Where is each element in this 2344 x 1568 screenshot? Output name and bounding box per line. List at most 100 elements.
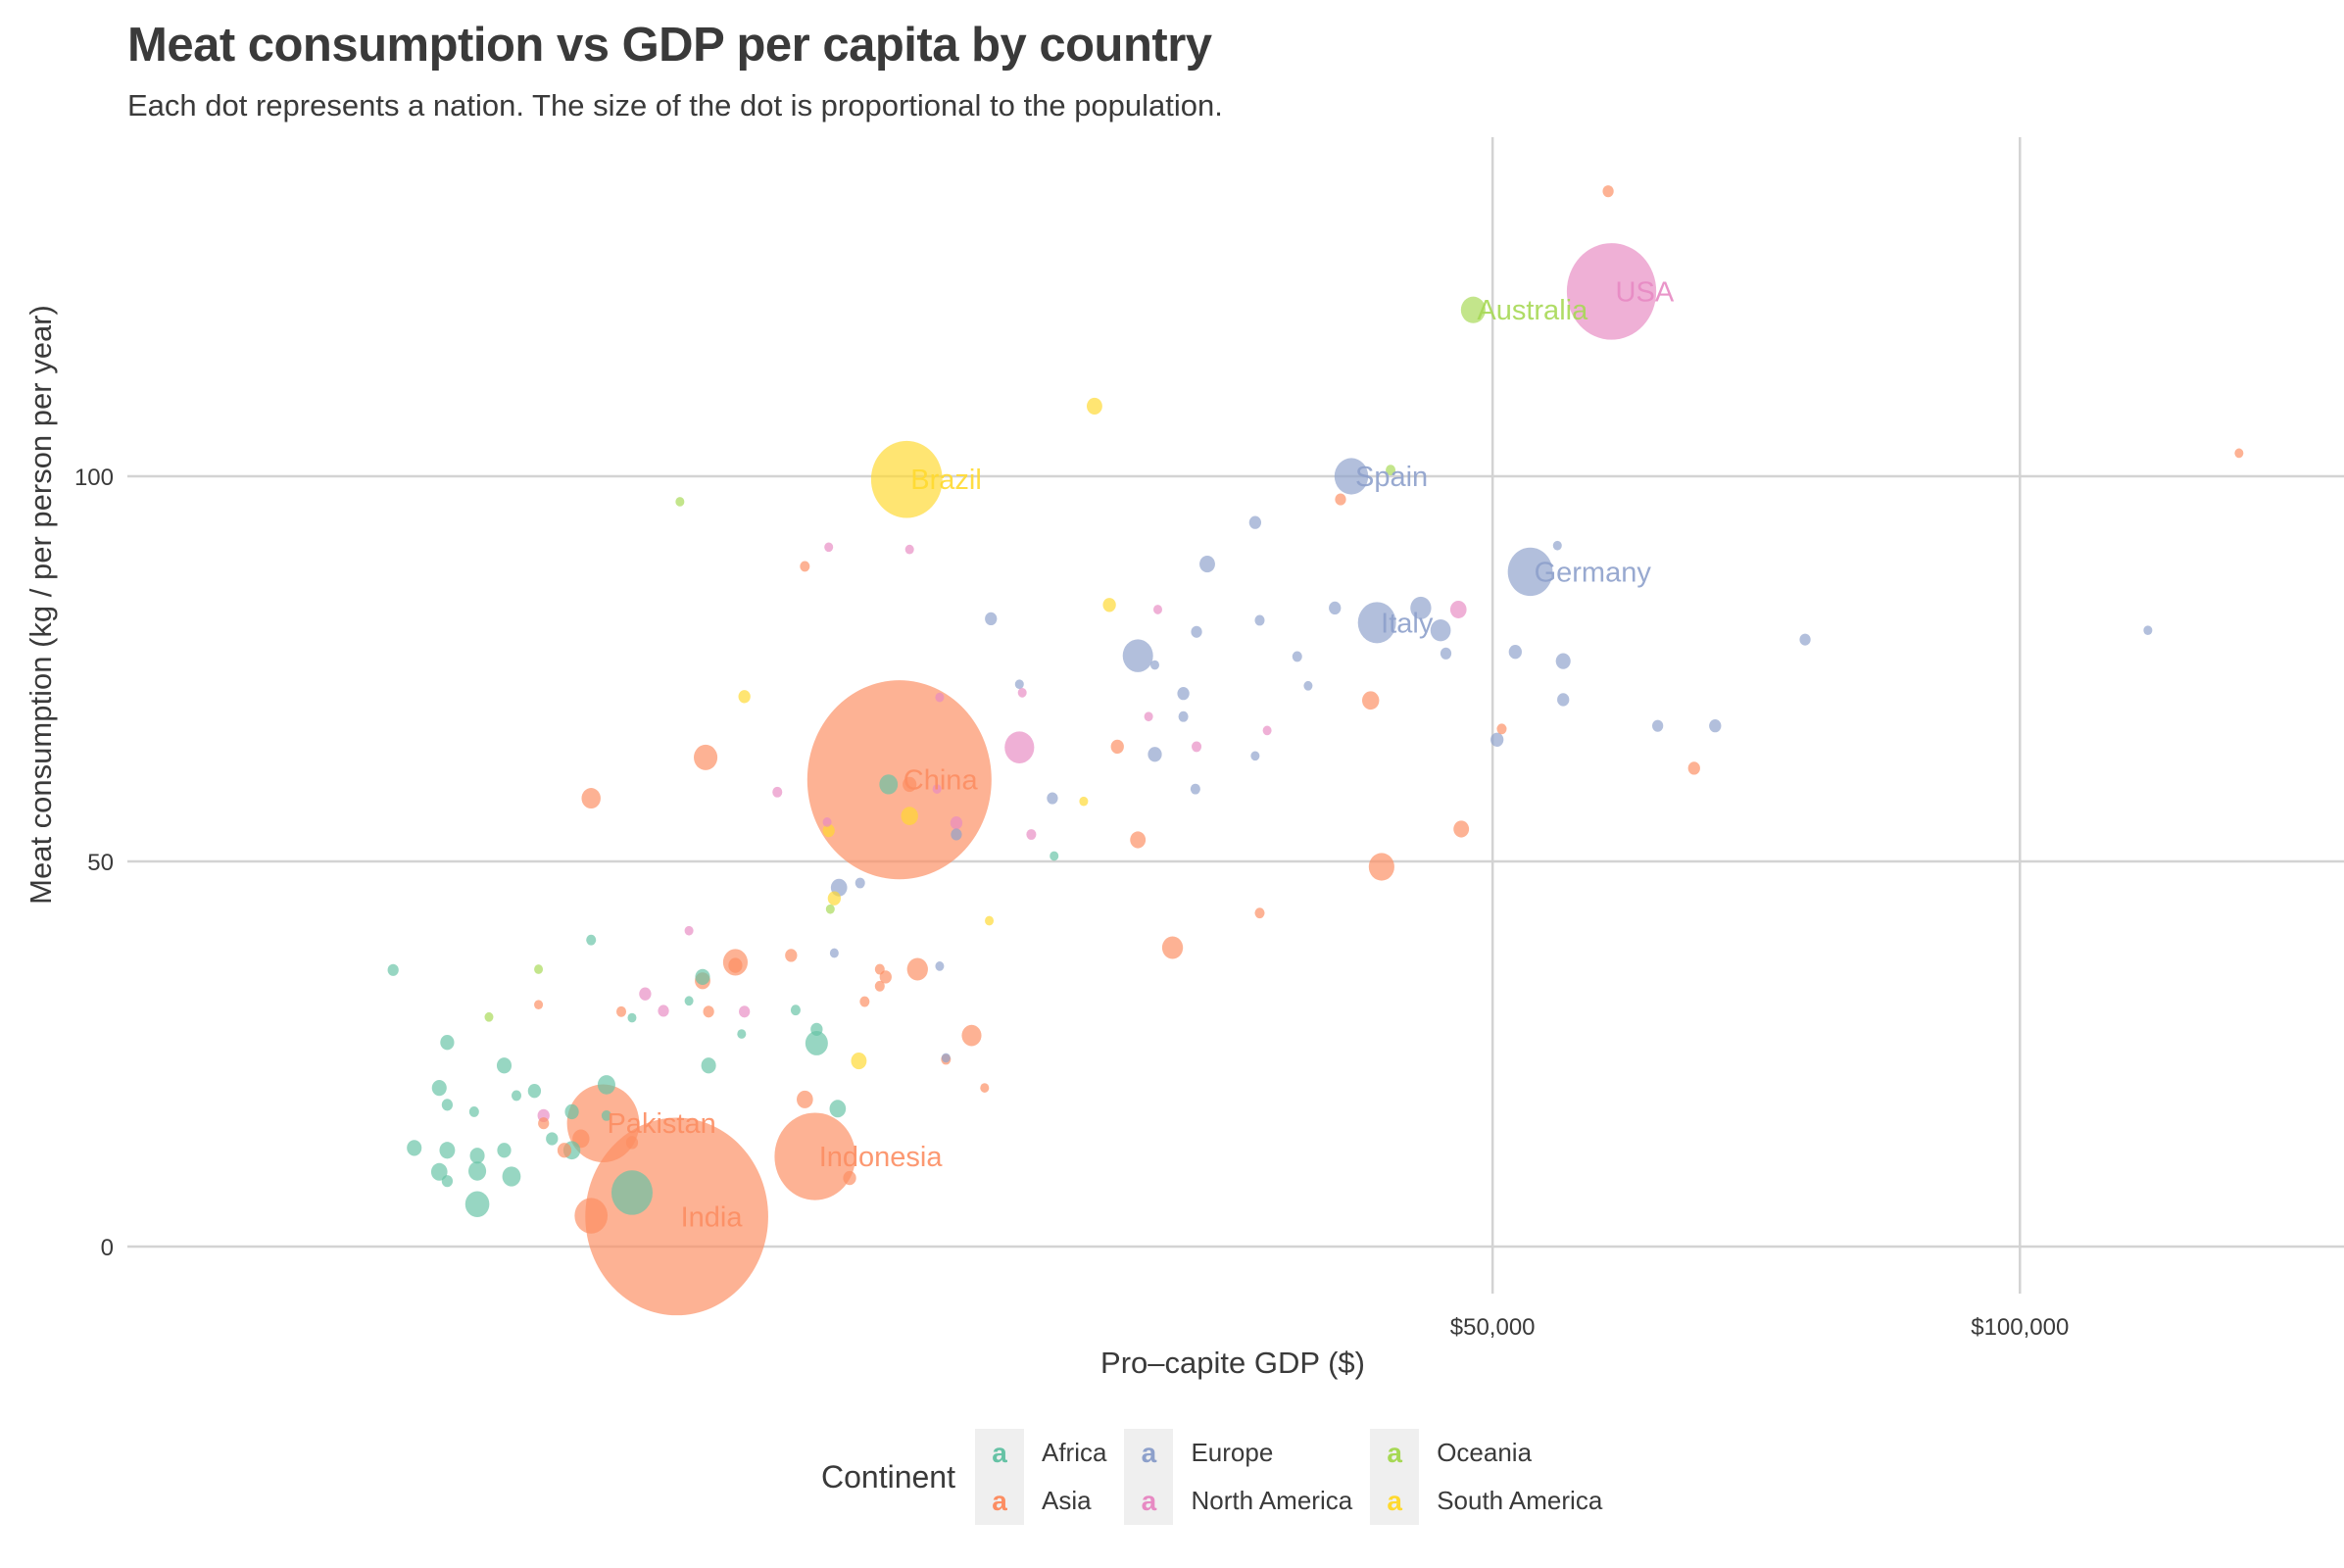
data-point bbox=[1430, 619, 1451, 642]
point-label: Pakistan bbox=[607, 1108, 715, 1140]
x-tick-label: $100,000 bbox=[1971, 1314, 2069, 1341]
data-point bbox=[2143, 625, 2153, 636]
gridlines bbox=[127, 137, 2344, 1294]
legend-key-glyph: a bbox=[1370, 1477, 1420, 1525]
data-point bbox=[1254, 614, 1265, 626]
data-point bbox=[1190, 783, 1200, 795]
point-label: Spain bbox=[1355, 462, 1428, 493]
data-point-spain bbox=[1334, 458, 1369, 495]
data-point bbox=[738, 690, 751, 704]
legend-item-oceania: a Oceania bbox=[1370, 1429, 1602, 1477]
data-point bbox=[703, 1005, 714, 1018]
legend-label: Europe bbox=[1191, 1438, 1274, 1467]
y-axis-title: Meat consumption (kg / per person per ye… bbox=[24, 305, 58, 905]
data-point bbox=[1329, 601, 1342, 615]
data-point bbox=[658, 1004, 669, 1017]
data-point bbox=[496, 1057, 513, 1074]
data-point bbox=[1602, 185, 1614, 198]
y-tick-label: 100 bbox=[74, 465, 114, 491]
legend-key-glyph: a bbox=[1124, 1477, 1174, 1525]
data-point bbox=[430, 1162, 448, 1181]
data-point bbox=[502, 1166, 521, 1187]
point-label: USA bbox=[1616, 276, 1675, 308]
data-point bbox=[625, 1136, 639, 1150]
point-label: Australia bbox=[1477, 295, 1588, 326]
data-point bbox=[511, 1090, 522, 1102]
data-point bbox=[950, 816, 963, 830]
data-point bbox=[581, 788, 601, 809]
legend-item-europe: a Europe bbox=[1124, 1429, 1352, 1477]
data-point bbox=[855, 877, 865, 889]
data-point bbox=[484, 1011, 494, 1022]
legend: Continent a Africa a Asia a Europe a North Amer… bbox=[821, 1429, 1620, 1525]
data-point bbox=[851, 1052, 867, 1070]
data-point bbox=[961, 1024, 982, 1047]
data-point bbox=[1557, 693, 1570, 707]
data-point bbox=[1130, 831, 1147, 849]
data-point bbox=[1086, 397, 1102, 416]
legend-item-asia: a Asia bbox=[974, 1477, 1106, 1525]
data-point bbox=[825, 904, 835, 914]
data-point bbox=[800, 561, 810, 572]
data-point bbox=[1652, 719, 1664, 732]
legend-key-glyph: a bbox=[974, 1477, 1024, 1525]
data-point bbox=[796, 1090, 813, 1108]
data-point bbox=[468, 1106, 479, 1117]
legend-label: North America bbox=[1191, 1486, 1353, 1515]
data-point bbox=[1248, 515, 1262, 529]
data-point bbox=[980, 1083, 990, 1093]
data-point bbox=[1449, 600, 1467, 618]
data-point bbox=[527, 1084, 542, 1099]
data-point bbox=[906, 957, 928, 981]
data-point bbox=[468, 1161, 487, 1181]
data-point bbox=[695, 968, 710, 986]
data-point bbox=[879, 774, 899, 795]
data-point bbox=[985, 915, 995, 926]
legend-key-glyph: a bbox=[1370, 1429, 1420, 1477]
point-labels: China India USA Indonesia Pakistan Brazil Germ… bbox=[607, 276, 1674, 1233]
data-point bbox=[739, 1005, 751, 1018]
data-point bbox=[1199, 556, 1215, 573]
data-point bbox=[1292, 651, 1302, 662]
data-point-india bbox=[585, 1117, 768, 1316]
legend-label: South America bbox=[1437, 1486, 1603, 1515]
data-point bbox=[822, 823, 835, 838]
data-point bbox=[1368, 853, 1394, 881]
data-point bbox=[441, 1099, 454, 1111]
data-point bbox=[1017, 688, 1027, 698]
data-point bbox=[1050, 851, 1059, 861]
data-point bbox=[805, 1031, 828, 1055]
chart-title: Meat consumption vs GDP per capita by co… bbox=[127, 19, 1212, 72]
data-point bbox=[1161, 936, 1184, 959]
data-point bbox=[546, 1132, 559, 1146]
axis-ticks: 0 50 100 $50,000 $100,000 bbox=[74, 465, 2069, 1341]
data-point bbox=[534, 964, 544, 974]
legend-label: Asia bbox=[1041, 1486, 1092, 1515]
data-point bbox=[597, 1075, 615, 1095]
data-point bbox=[694, 744, 718, 770]
data-point bbox=[903, 776, 917, 793]
legend-label: Africa bbox=[1041, 1438, 1107, 1467]
data-point bbox=[935, 692, 945, 703]
data-point bbox=[879, 970, 892, 984]
data-point bbox=[932, 784, 942, 794]
data-point bbox=[1799, 633, 1811, 646]
data-point bbox=[790, 1004, 801, 1016]
data-point bbox=[684, 996, 694, 1006]
data-point bbox=[1386, 465, 1396, 476]
legend-key-glyph: a bbox=[1124, 1429, 1174, 1477]
data-point bbox=[564, 1103, 579, 1120]
data-point-usa bbox=[1566, 243, 1657, 340]
data-point bbox=[469, 1148, 485, 1164]
data-point bbox=[534, 1000, 544, 1010]
data-point bbox=[901, 807, 918, 826]
point-label: Indonesia bbox=[819, 1142, 944, 1173]
data-point-china bbox=[806, 680, 992, 880]
data-point bbox=[1552, 540, 1562, 551]
x-axis-title: Pro–capite GDP ($) bbox=[1100, 1346, 1365, 1380]
data-point bbox=[904, 544, 914, 555]
legend-item-africa: a Africa bbox=[974, 1429, 1107, 1477]
data-point bbox=[1079, 796, 1089, 807]
data-point bbox=[1110, 739, 1124, 755]
